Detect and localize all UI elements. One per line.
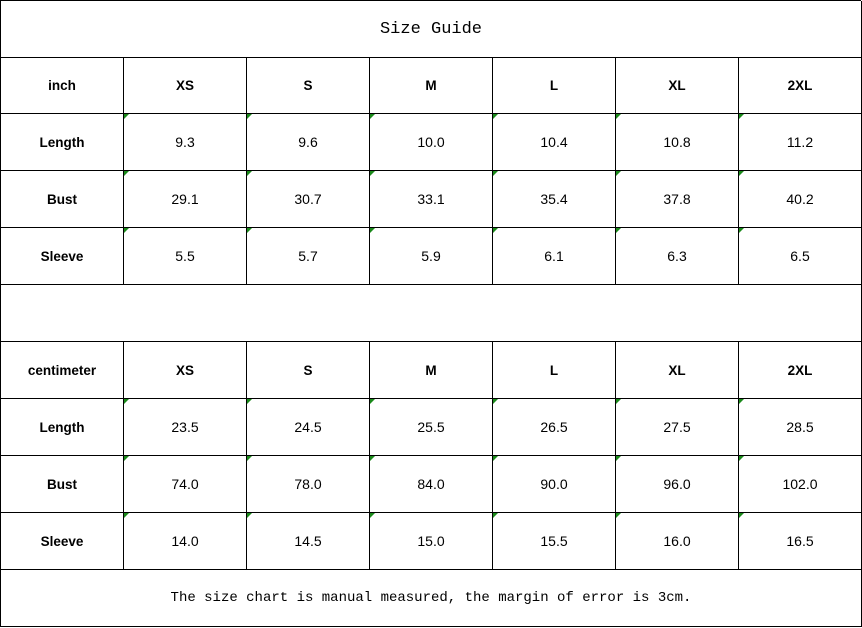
measurement-cell[interactable]: 96.0 (616, 456, 739, 513)
row-label[interactable]: Sleeve (1, 228, 124, 285)
note-row: The size chart is manual measured, the m… (1, 570, 862, 627)
column-header[interactable]: inch (1, 57, 124, 114)
row-label[interactable]: Sleeve (1, 513, 124, 570)
header-row: centimeter XS S M L XL 2XL (1, 342, 862, 399)
column-header[interactable]: XL (616, 342, 739, 399)
measurement-cell[interactable]: 6.3 (616, 228, 739, 285)
measurement-cell[interactable]: 16.0 (616, 513, 739, 570)
column-header[interactable]: L (493, 57, 616, 114)
measurement-cell[interactable]: 74.0 (124, 456, 247, 513)
title-row: Size Guide (1, 1, 862, 58)
measurement-cell[interactable]: 9.6 (247, 114, 370, 171)
column-header[interactable]: M (370, 57, 493, 114)
column-header[interactable]: XS (124, 342, 247, 399)
column-header[interactable]: 2XL (739, 57, 862, 114)
measurement-cell[interactable]: 78.0 (247, 456, 370, 513)
measurement-cell[interactable]: 23.5 (124, 399, 247, 456)
row-label[interactable]: Length (1, 114, 124, 171)
measurement-cell[interactable]: 15.5 (493, 513, 616, 570)
measurement-cell[interactable]: 15.0 (370, 513, 493, 570)
measurement-cell[interactable]: 14.0 (124, 513, 247, 570)
column-header[interactable]: L (493, 342, 616, 399)
column-header[interactable]: S (247, 342, 370, 399)
measurement-cell[interactable]: 6.5 (739, 228, 862, 285)
row-label[interactable]: Bust (1, 171, 124, 228)
measurement-cell[interactable]: 30.7 (247, 171, 370, 228)
column-header[interactable]: centimeter (1, 342, 124, 399)
column-header[interactable]: S (247, 57, 370, 114)
measurement-cell[interactable]: 16.5 (739, 513, 862, 570)
spacer-row (1, 285, 862, 342)
measurement-cell[interactable]: 37.8 (616, 171, 739, 228)
measurement-cell[interactable]: 40.2 (739, 171, 862, 228)
table-row: Sleeve 5.5 5.7 5.9 6.1 6.3 6.5 (1, 228, 862, 285)
measurement-cell[interactable]: 35.4 (493, 171, 616, 228)
table-row: Length 9.3 9.6 10.0 10.4 10.8 11.2 (1, 114, 862, 171)
measurement-cell[interactable]: 5.5 (124, 228, 247, 285)
column-header[interactable]: M (370, 342, 493, 399)
measurement-cell[interactable]: 24.5 (247, 399, 370, 456)
measurement-note[interactable]: The size chart is manual measured, the m… (1, 570, 862, 627)
measurement-cell[interactable]: 33.1 (370, 171, 493, 228)
measurement-cell[interactable]: 5.7 (247, 228, 370, 285)
measurement-cell[interactable]: 28.5 (739, 399, 862, 456)
measurement-cell[interactable]: 9.3 (124, 114, 247, 171)
empty-cell[interactable] (1, 285, 862, 342)
table-row: Bust 29.1 30.7 33.1 35.4 37.8 40.2 (1, 171, 862, 228)
measurement-cell[interactable]: 84.0 (370, 456, 493, 513)
measurement-cell[interactable]: 27.5 (616, 399, 739, 456)
table-row: Sleeve 14.0 14.5 15.0 15.5 16.0 16.5 (1, 513, 862, 570)
measurement-cell[interactable]: 5.9 (370, 228, 493, 285)
column-header[interactable]: 2XL (739, 342, 862, 399)
sheet-title[interactable]: Size Guide (1, 1, 862, 58)
measurement-cell[interactable]: 14.5 (247, 513, 370, 570)
measurement-cell[interactable]: 25.5 (370, 399, 493, 456)
column-header[interactable]: XS (124, 57, 247, 114)
header-row: inch XS S M L XL 2XL (1, 57, 862, 114)
measurement-cell[interactable]: 6.1 (493, 228, 616, 285)
measurement-cell[interactable]: 11.2 (739, 114, 862, 171)
table-row: Length 23.5 24.5 25.5 26.5 27.5 28.5 (1, 399, 862, 456)
measurement-cell[interactable]: 102.0 (739, 456, 862, 513)
row-label[interactable]: Length (1, 399, 124, 456)
column-header[interactable]: XL (616, 57, 739, 114)
row-label[interactable]: Bust (1, 456, 124, 513)
measurement-cell[interactable]: 26.5 (493, 399, 616, 456)
measurement-cell[interactable]: 29.1 (124, 171, 247, 228)
measurement-cell[interactable]: 90.0 (493, 456, 616, 513)
measurement-cell[interactable]: 10.4 (493, 114, 616, 171)
measurement-cell[interactable]: 10.8 (616, 114, 739, 171)
table-row: Bust 74.0 78.0 84.0 90.0 96.0 102.0 (1, 456, 862, 513)
measurement-cell[interactable]: 10.0 (370, 114, 493, 171)
